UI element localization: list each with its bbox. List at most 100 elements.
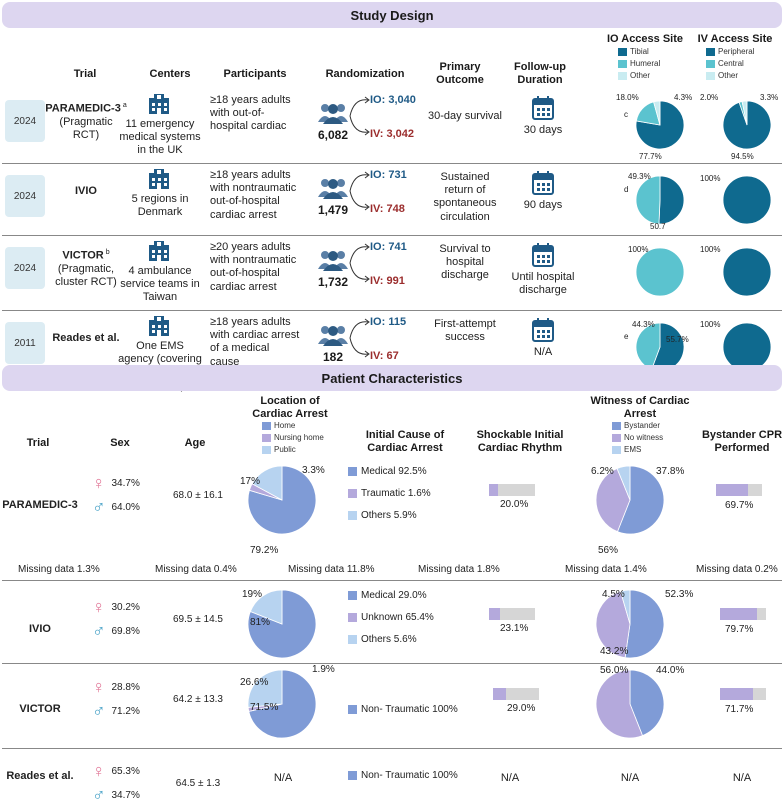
iv-pie-label: 94.5% bbox=[731, 152, 754, 161]
cause-swatch bbox=[348, 489, 357, 498]
location-legend-nursing-home: Nursing home bbox=[262, 433, 324, 442]
cause-item: Medical 29.0% bbox=[348, 590, 427, 601]
witness-pie-label: 43.2% bbox=[600, 646, 629, 657]
location-pie-slice-2 bbox=[247, 669, 283, 708]
io-pie-label: 50.7 bbox=[650, 222, 666, 231]
location-pie-label: 79.2% bbox=[250, 545, 279, 556]
cause-swatch bbox=[348, 705, 357, 714]
bystander-bar-fill bbox=[716, 484, 749, 496]
iv-pie-label: 100% bbox=[700, 320, 721, 329]
io-site-pie bbox=[635, 322, 685, 372]
age-value: 69.5 ± 14.5 bbox=[173, 614, 223, 625]
header-randomization: Randomization bbox=[325, 68, 405, 80]
cause-item: Others 5.9% bbox=[348, 510, 417, 521]
io-pie-label: 100% bbox=[628, 245, 649, 254]
shockable-bar bbox=[489, 608, 535, 620]
trial-subtitle: (Pragmatic RCT) bbox=[59, 115, 113, 142]
patient-trial-name: IVIO bbox=[28, 623, 51, 635]
location-pie-label: 3.3% bbox=[302, 465, 325, 476]
header-io-site: IO Access Site bbox=[606, 33, 684, 45]
shockable-value: 20.0% bbox=[500, 499, 529, 510]
witness-pie-label: 44.0% bbox=[656, 665, 685, 676]
iv-site-pie bbox=[722, 247, 772, 297]
location-na: N/A bbox=[273, 772, 293, 784]
io-site-pie bbox=[635, 175, 685, 225]
pc-header-cause: Initial Cause of Cardiac Arrest bbox=[365, 429, 445, 454]
io-count: IO: 731 bbox=[370, 169, 407, 181]
study-row-divider bbox=[2, 235, 782, 236]
cause-swatch bbox=[348, 591, 357, 600]
iv-site-pie-slice-0 bbox=[722, 322, 772, 372]
bystander-bar-fill bbox=[720, 688, 753, 700]
cause-item: Medical 92.5% bbox=[348, 466, 427, 477]
location-pie bbox=[247, 465, 317, 535]
study-design-banner: Study Design bbox=[2, 2, 782, 28]
total-participants: 1,479 bbox=[317, 203, 349, 217]
location-pie-label: 19% bbox=[242, 589, 263, 600]
primary-outcome: 30-day survival bbox=[428, 110, 502, 122]
female-value: 30.2% bbox=[111, 601, 140, 613]
randomization-arrows bbox=[348, 239, 374, 287]
header-trial: Trial bbox=[73, 68, 97, 80]
pc-header-age: Age bbox=[184, 437, 206, 449]
bystander-bar-fill bbox=[720, 608, 757, 620]
follow-up-duration: N/A bbox=[533, 346, 553, 358]
year-badge: 2024 bbox=[5, 100, 45, 142]
io-count: IO: 741 bbox=[370, 241, 407, 253]
missing-data: Missing data 1.3% bbox=[18, 564, 100, 575]
male-icon: ♂ bbox=[92, 497, 106, 517]
male-percent: ♂ 69.8% bbox=[92, 622, 140, 640]
female-icon: ♀ bbox=[92, 761, 106, 781]
io-site-pie bbox=[635, 247, 685, 297]
location-pie-slice-2 bbox=[249, 589, 283, 625]
year-badge: 2011 bbox=[5, 322, 45, 364]
male-icon: ♂ bbox=[92, 701, 106, 721]
female-percent: ♀ 34.7% bbox=[92, 474, 140, 492]
shockable-bar bbox=[489, 484, 535, 496]
io-pie-footnote: d bbox=[624, 185, 629, 194]
header-centers: Centers bbox=[149, 68, 191, 80]
study-design-title: Study Design bbox=[350, 7, 434, 23]
iv-pie-label: 100% bbox=[700, 245, 721, 254]
iv-count: IV: 991 bbox=[370, 275, 405, 287]
iv-legend-other: Other bbox=[706, 71, 738, 80]
people-icon bbox=[318, 324, 348, 346]
people-icon bbox=[318, 249, 348, 271]
patient-characteristics-banner: Patient Characteristics bbox=[2, 365, 782, 391]
io-site-pie-slice-1 bbox=[635, 247, 685, 297]
cause-item: Non- Traumatic 100% bbox=[348, 770, 458, 781]
bystander-value: 69.7% bbox=[725, 500, 754, 511]
shockable-na: N/A bbox=[500, 772, 520, 784]
pc-header-shockable: Shockable Initial Cardiac Rhythm bbox=[476, 429, 564, 454]
hospital-icon bbox=[148, 169, 170, 189]
pc-header-witness: Witness of Cardiac Arrest bbox=[590, 395, 690, 420]
patient-row-divider bbox=[2, 580, 782, 581]
female-percent: ♀ 28.8% bbox=[92, 678, 140, 696]
calendar-icon bbox=[532, 96, 554, 120]
iv-pie-label: 2.0% bbox=[700, 93, 719, 102]
follow-up-duration: 30 days bbox=[523, 124, 563, 136]
io-legend-humeral: Humeral bbox=[618, 59, 660, 68]
participants-text: ≥18 years adults with out-of-hospital ca… bbox=[210, 94, 291, 133]
witness-pie bbox=[595, 669, 665, 739]
location-pie-slice-2 bbox=[251, 465, 283, 501]
shockable-bar-fill bbox=[489, 608, 500, 620]
witness-legend-bystander: Bystander bbox=[612, 421, 660, 430]
iv-legend-central: Central bbox=[706, 59, 744, 68]
study-row-paramedic-3-trial: PARAMEDIC-3 a (Pragmatic RCT) bbox=[45, 102, 127, 142]
witness-pie bbox=[595, 465, 665, 535]
patient-trial-name: VICTOR bbox=[19, 703, 61, 715]
male-value: 34.7% bbox=[111, 789, 140, 801]
shockable-value: 29.0% bbox=[507, 703, 536, 714]
witness-pie-slice-2 bbox=[620, 589, 631, 625]
location-pie-label: 26.6% bbox=[240, 677, 269, 688]
female-value: 34.7% bbox=[111, 477, 140, 489]
io-site-pie-slice-1 bbox=[635, 175, 661, 225]
cause-item: Non- Traumatic 100% bbox=[348, 704, 458, 715]
io-legend-other: Other bbox=[618, 71, 650, 80]
witness-legend-ems: EMS bbox=[612, 445, 641, 454]
witness-pie-slice-1 bbox=[595, 590, 631, 659]
shockable-bar-fill bbox=[489, 484, 499, 496]
female-value: 28.8% bbox=[111, 681, 140, 693]
io-site-pie-slice-0 bbox=[635, 100, 685, 150]
